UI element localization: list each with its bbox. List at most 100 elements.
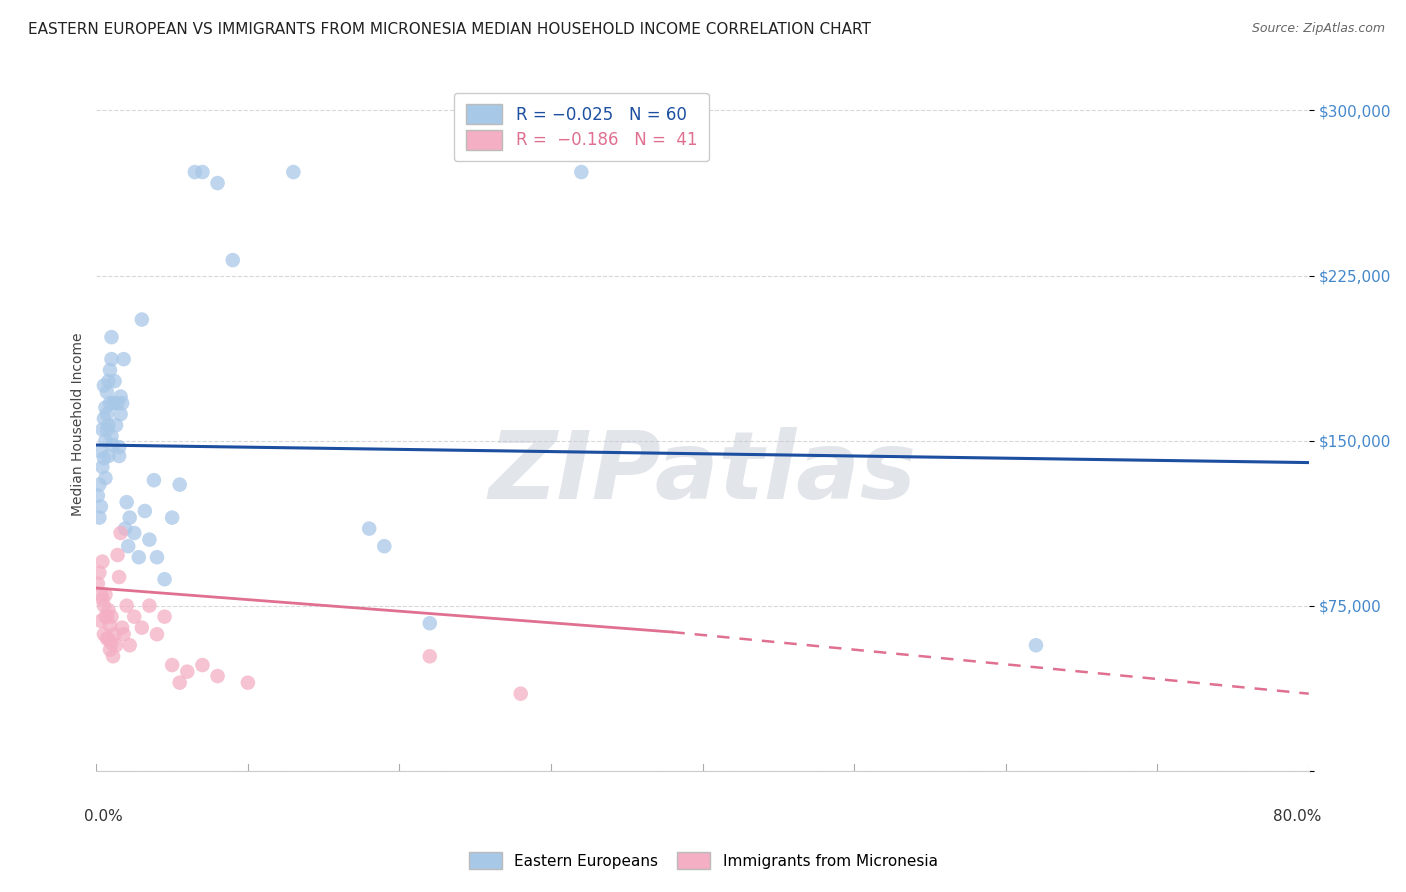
Point [160,658,183,673]
Point [101,396,124,410]
Point [98,396,121,410]
Point [118,638,141,652]
Point [160,510,183,524]
Point [153,609,176,624]
Point [91,423,114,437]
Point [419,649,441,664]
Point [93,627,115,641]
Point [108,449,131,463]
Point [110,390,132,404]
Point [96,632,118,646]
Point [87,489,110,503]
Point [108,570,131,584]
Point [94,434,117,448]
Point [93,411,115,425]
Point [98,642,121,657]
Point [101,438,124,452]
Point [509,687,531,701]
Point [103,627,125,641]
Point [569,165,592,179]
Point [97,603,120,617]
Point [283,165,305,179]
Point [103,374,125,388]
Point [207,669,229,683]
Point [115,495,138,509]
Text: 0.0%: 0.0% [84,809,122,824]
Point [97,418,120,433]
Point [89,477,111,491]
Point [146,550,169,565]
Point [96,609,118,624]
Point [138,599,160,613]
Point [118,510,141,524]
Point [111,621,134,635]
Point [93,378,115,392]
Point [93,451,115,466]
Legend: Eastern Europeans, Immigrants from Micronesia: Eastern Europeans, Immigrants from Micro… [463,846,943,875]
Point [1025,638,1047,652]
Text: ZIPatlas: ZIPatlas [488,426,917,518]
Y-axis label: Median Household Income: Median Household Income [72,333,86,516]
Point [184,165,207,179]
Point [87,576,110,591]
Point [90,588,112,602]
Point [236,675,259,690]
Point [89,510,111,524]
Point [100,609,122,624]
Point [131,312,153,326]
Point [138,533,160,547]
Point [97,449,120,463]
Point [142,473,165,487]
Point [91,460,114,475]
Point [105,418,128,433]
Point [100,352,122,367]
Point [108,440,131,454]
Point [103,396,125,410]
Point [169,675,191,690]
Point [100,330,122,344]
Point [91,555,114,569]
Point [111,396,134,410]
Point [373,539,395,553]
Point [131,621,153,635]
Point [89,566,111,580]
Point [107,548,129,562]
Point [134,504,156,518]
Point [96,407,118,421]
Point [90,614,112,628]
Point [94,401,117,415]
Point [93,599,115,613]
Text: EASTERN EUROPEAN VS IMMIGRANTS FROM MICRONESIA MEDIAN HOUSEHOLD INCOME CORRELATI: EASTERN EUROPEAN VS IMMIGRANTS FROM MICR… [28,22,870,37]
Point [91,592,114,607]
Point [222,253,245,268]
Point [112,352,135,367]
Point [419,616,441,631]
Point [122,609,145,624]
Point [128,550,150,565]
Point [110,407,132,421]
Point [169,477,191,491]
Point [94,609,117,624]
Point [117,539,139,553]
Point [191,658,214,673]
Point [110,526,132,541]
Point [98,363,121,377]
Point [146,627,169,641]
Point [359,522,381,536]
Point [207,176,229,190]
Point [191,165,214,179]
Point [100,429,122,443]
Point [97,374,120,388]
Text: 80.0%: 80.0% [1272,809,1320,824]
Point [96,385,118,400]
Point [97,632,120,646]
Legend: R = −0.025   N = 60, R =  −0.186   N =  41: R = −0.025 N = 60, R = −0.186 N = 41 [454,93,709,161]
Point [176,665,198,679]
Point [98,618,121,632]
Text: Source: ZipAtlas.com: Source: ZipAtlas.com [1251,22,1385,36]
Point [90,500,112,514]
Point [100,636,122,650]
Point [94,471,117,485]
Point [114,522,136,536]
Point [112,627,135,641]
